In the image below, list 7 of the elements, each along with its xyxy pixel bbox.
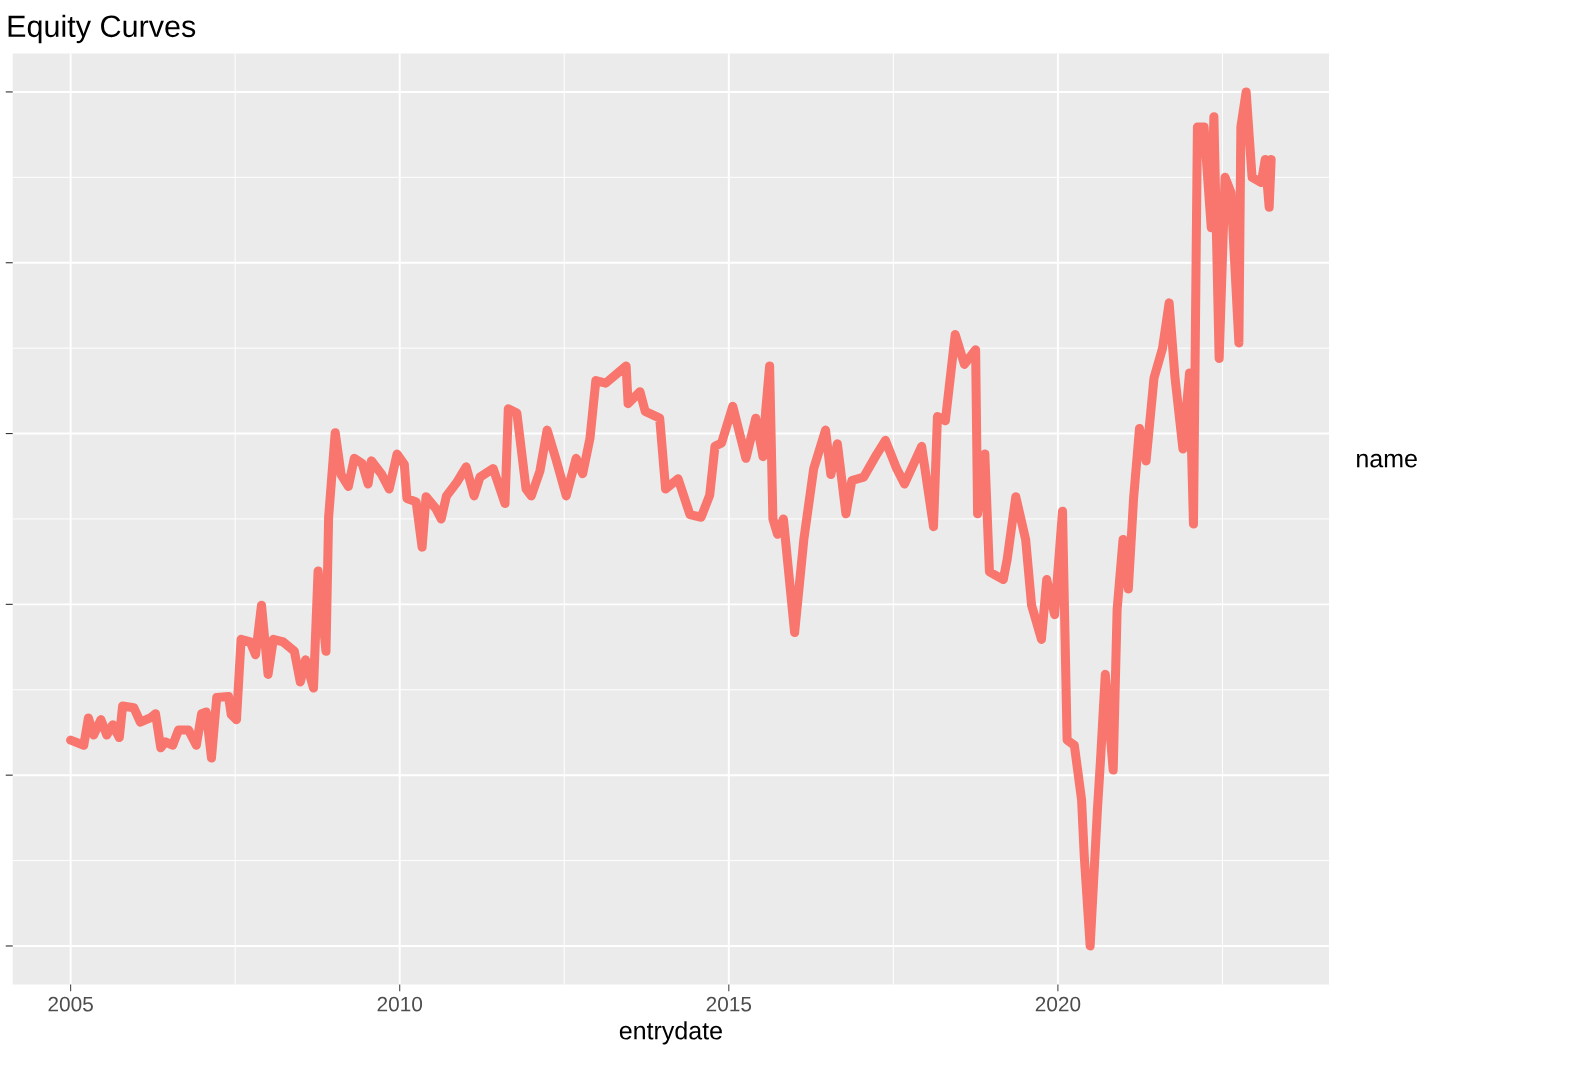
legend-title: name <box>1357 453 1417 468</box>
x-tick-label: 2005 <box>48 996 93 1012</box>
x-tick-label: 2015 <box>706 996 752 1012</box>
chart-title: Equity Curves <box>8 14 196 44</box>
x-tick-label: 2010 <box>377 996 423 1012</box>
x-tick-label: 2020 <box>1035 996 1081 1012</box>
x-axis-title: entrydate <box>619 1021 722 1045</box>
